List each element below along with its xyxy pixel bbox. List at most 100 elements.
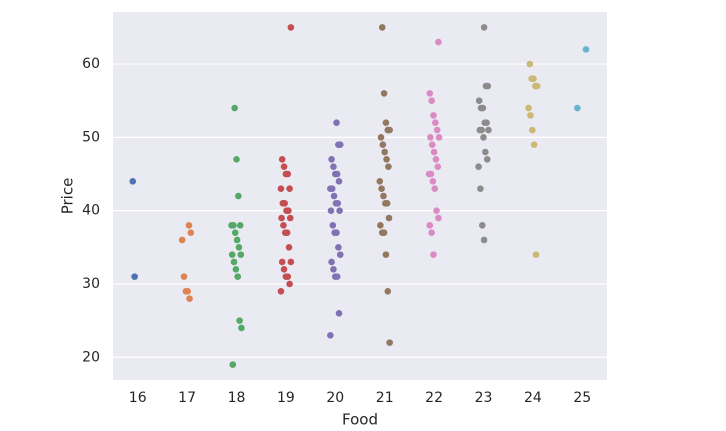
point [180, 273, 188, 280]
y-tick-label: 50 [82, 129, 100, 145]
point [186, 295, 193, 302]
point [432, 119, 439, 126]
point [229, 361, 237, 368]
point [378, 185, 385, 192]
point [236, 222, 244, 229]
point [336, 141, 344, 148]
point [235, 192, 242, 200]
point [334, 200, 342, 207]
point [430, 148, 438, 156]
point [428, 229, 435, 236]
point [480, 134, 487, 141]
point [384, 287, 392, 295]
plot-area [113, 12, 607, 380]
point [285, 207, 292, 214]
point [330, 192, 338, 200]
point [380, 90, 388, 97]
y-tick-label: 20 [82, 349, 100, 365]
point [278, 156, 286, 163]
point [284, 170, 292, 178]
point [479, 104, 487, 112]
point [426, 90, 434, 97]
point [433, 126, 441, 134]
point [233, 236, 241, 244]
point [430, 112, 437, 119]
point [328, 156, 335, 163]
point [231, 104, 238, 112]
point [429, 178, 437, 185]
point [327, 207, 335, 214]
point [530, 75, 537, 83]
point [525, 104, 532, 112]
x-tick-label: 25 [573, 390, 591, 406]
point [278, 258, 286, 266]
x-tick-label: 20 [326, 390, 344, 406]
point [327, 331, 334, 339]
point [232, 266, 240, 273]
point [532, 251, 540, 258]
y-tick-label: 30 [82, 276, 100, 292]
point [482, 148, 489, 156]
point [233, 156, 240, 163]
point [382, 251, 390, 258]
x-tick-label: 19 [277, 390, 295, 406]
point [284, 273, 292, 280]
point [428, 141, 436, 148]
x-tick-label: 17 [178, 390, 196, 406]
y-tick-label: 40 [82, 203, 100, 219]
point [230, 258, 238, 266]
point [286, 280, 293, 288]
point [386, 339, 393, 346]
x-tick-label: 18 [228, 390, 246, 406]
point [287, 24, 295, 31]
point [435, 134, 443, 141]
point [385, 163, 392, 170]
x-tick-label: 24 [524, 390, 542, 406]
point [333, 273, 341, 280]
point [377, 134, 385, 141]
point [280, 266, 288, 273]
point [381, 148, 389, 156]
point [477, 185, 484, 192]
point [383, 156, 390, 163]
point [528, 126, 536, 134]
point [430, 251, 437, 258]
point [333, 229, 340, 236]
point [286, 214, 294, 222]
point [329, 222, 337, 229]
marks [129, 24, 590, 368]
point [427, 134, 434, 141]
point [378, 24, 386, 31]
point [426, 222, 434, 229]
point [433, 207, 440, 214]
point [478, 126, 485, 134]
point [379, 141, 387, 148]
point [376, 178, 384, 185]
point [230, 222, 237, 229]
point [431, 185, 439, 192]
point [235, 244, 243, 251]
y-axis-label: Price [59, 178, 77, 215]
point [184, 287, 192, 295]
point [435, 214, 442, 222]
point [330, 163, 337, 170]
point [530, 141, 538, 148]
point [237, 251, 245, 258]
point [526, 60, 534, 68]
point [280, 163, 288, 170]
x-axis-label: Food [342, 411, 378, 428]
point [286, 185, 293, 192]
point [478, 222, 486, 229]
point [335, 309, 343, 317]
point [380, 229, 388, 236]
point [328, 258, 335, 266]
point [281, 200, 288, 207]
point [131, 273, 138, 280]
point [475, 163, 482, 170]
point [231, 229, 239, 236]
point [484, 82, 492, 90]
point [285, 244, 293, 251]
point [187, 229, 195, 236]
point [475, 97, 483, 105]
point [377, 222, 384, 229]
